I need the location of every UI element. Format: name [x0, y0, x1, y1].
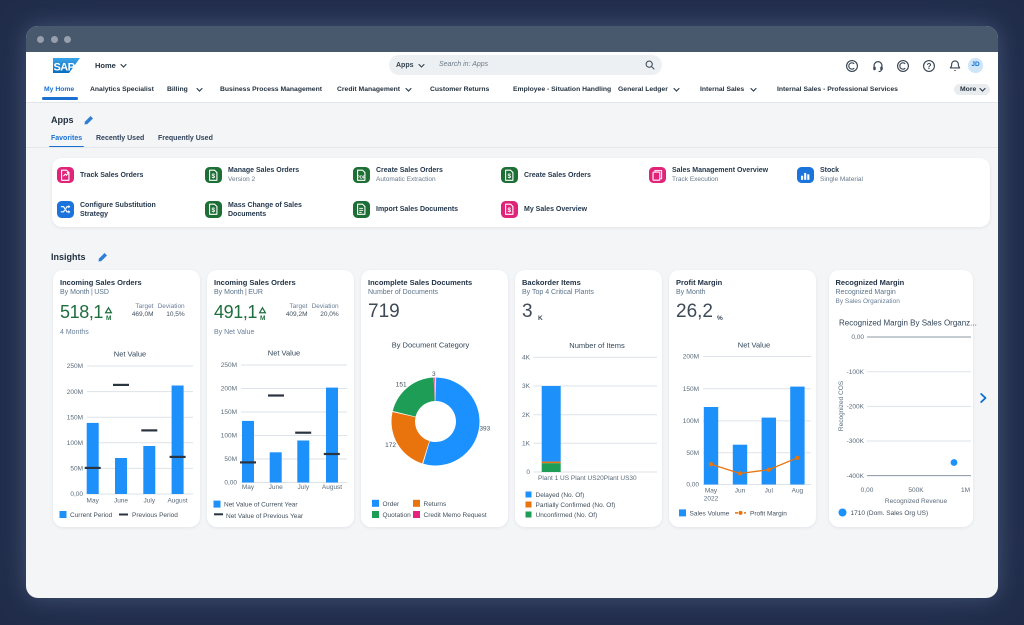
- svg-text:SAP: SAP: [54, 61, 75, 73]
- svg-text:0,00: 0,00: [860, 487, 873, 494]
- svg-text:Partially Confirmed (No. Of): Partially Confirmed (No. Of): [536, 502, 616, 509]
- svg-text:May: May: [87, 498, 100, 505]
- svg-text:100M: 100M: [683, 418, 699, 425]
- svg-text:Current Period: Current Period: [70, 512, 113, 519]
- svg-text:Order: Order: [383, 501, 400, 508]
- svg-text:150M: 150M: [683, 386, 699, 393]
- svg-text:August: August: [322, 484, 342, 491]
- svg-text:0,00: 0,00: [70, 491, 83, 498]
- svg-text:-200K: -200K: [846, 404, 864, 411]
- svg-text:1710 (Dom. Sales Org US): 1710 (Dom. Sales Org US): [850, 510, 928, 517]
- svg-text:-300K: -300K: [846, 438, 864, 445]
- svg-text:Profit Margin: Profit Margin: [750, 510, 787, 517]
- svg-text:250M: 250M: [67, 363, 83, 370]
- svg-text:Quotation: Quotation: [383, 512, 412, 519]
- svg-text:June: June: [114, 498, 128, 505]
- svg-text:50M: 50M: [686, 450, 699, 457]
- svg-text:200M: 200M: [683, 354, 699, 361]
- svg-text:393: 393: [479, 426, 490, 433]
- svg-text:4K: 4K: [522, 355, 531, 362]
- svg-text:Unconfirmed (No. Of): Unconfirmed (No. Of): [536, 512, 598, 519]
- svg-text:PDF: PDF: [357, 174, 366, 179]
- svg-text:Jul: Jul: [765, 488, 774, 495]
- svg-text:July: July: [144, 498, 156, 505]
- svg-text:151: 151: [396, 382, 407, 389]
- svg-text:50M: 50M: [224, 456, 237, 463]
- svg-text:Credit Memo Request: Credit Memo Request: [424, 512, 487, 519]
- svg-text:0,00: 0,00: [686, 482, 699, 489]
- svg-text:172: 172: [385, 442, 396, 449]
- svg-text:Previous Period: Previous Period: [132, 512, 178, 519]
- svg-text:Sales Volume: Sales Volume: [690, 510, 730, 517]
- svg-text:0,00: 0,00: [851, 334, 864, 341]
- svg-text:3: 3: [432, 371, 436, 378]
- svg-text:0,00: 0,00: [224, 480, 237, 487]
- svg-text:2K: 2K: [522, 412, 531, 419]
- svg-text:$: $: [211, 207, 215, 214]
- svg-text:Aug: Aug: [792, 488, 804, 495]
- svg-text:Net Value: Net Value: [268, 348, 300, 357]
- svg-text:?: ?: [926, 61, 931, 71]
- svg-text:0: 0: [526, 469, 530, 476]
- svg-text:Number of Items: Number of Items: [569, 341, 625, 350]
- svg-text:-100K: -100K: [846, 369, 864, 376]
- svg-text:50M: 50M: [70, 466, 83, 473]
- svg-text:1K: 1K: [522, 441, 531, 448]
- svg-text:-400K: -400K: [846, 473, 864, 480]
- svg-text:200M: 200M: [67, 389, 83, 396]
- svg-text:Returns: Returns: [424, 501, 448, 508]
- svg-text:$: $: [211, 173, 215, 180]
- svg-text:Net Value of Previous Year: Net Value of Previous Year: [226, 513, 304, 520]
- svg-text:July: July: [298, 484, 310, 491]
- svg-text:Plant 1 US Plant US20Plant US3: Plant 1 US Plant US20Plant US30: [538, 475, 637, 482]
- svg-text:500K: 500K: [908, 487, 924, 494]
- svg-text:Delayed (No. Of): Delayed (No. Of): [536, 492, 585, 499]
- svg-text:2022: 2022: [704, 496, 719, 503]
- svg-text:200M: 200M: [221, 386, 237, 393]
- svg-text:May: May: [242, 484, 255, 491]
- svg-text:By Document Category: By Document Category: [392, 341, 470, 350]
- svg-text:May: May: [705, 488, 718, 495]
- svg-text:August: August: [167, 498, 187, 505]
- svg-text:Recognized Margin By Sales Org: Recognized Margin By Sales Organz...: [839, 319, 977, 328]
- svg-text:100M: 100M: [221, 433, 237, 440]
- svg-text:Recognized Revenue: Recognized Revenue: [884, 498, 947, 505]
- svg-text:100M: 100M: [67, 440, 83, 447]
- svg-text:$: $: [507, 173, 511, 180]
- svg-text:1M: 1M: [960, 487, 969, 494]
- svg-text:150M: 150M: [67, 414, 83, 421]
- svg-text:Net Value of Current Year: Net Value of Current Year: [224, 502, 298, 509]
- svg-text:Net Value: Net Value: [738, 341, 770, 350]
- svg-text:Jun: Jun: [735, 488, 746, 495]
- svg-text:150M: 150M: [221, 409, 237, 416]
- svg-text:250M: 250M: [221, 362, 237, 369]
- svg-text:Net Value: Net Value: [114, 350, 146, 359]
- svg-text:June: June: [269, 484, 283, 491]
- svg-text:$: $: [507, 207, 511, 214]
- svg-text:3K: 3K: [522, 383, 531, 390]
- svg-text:Recognized COS: Recognized COS: [838, 380, 845, 431]
